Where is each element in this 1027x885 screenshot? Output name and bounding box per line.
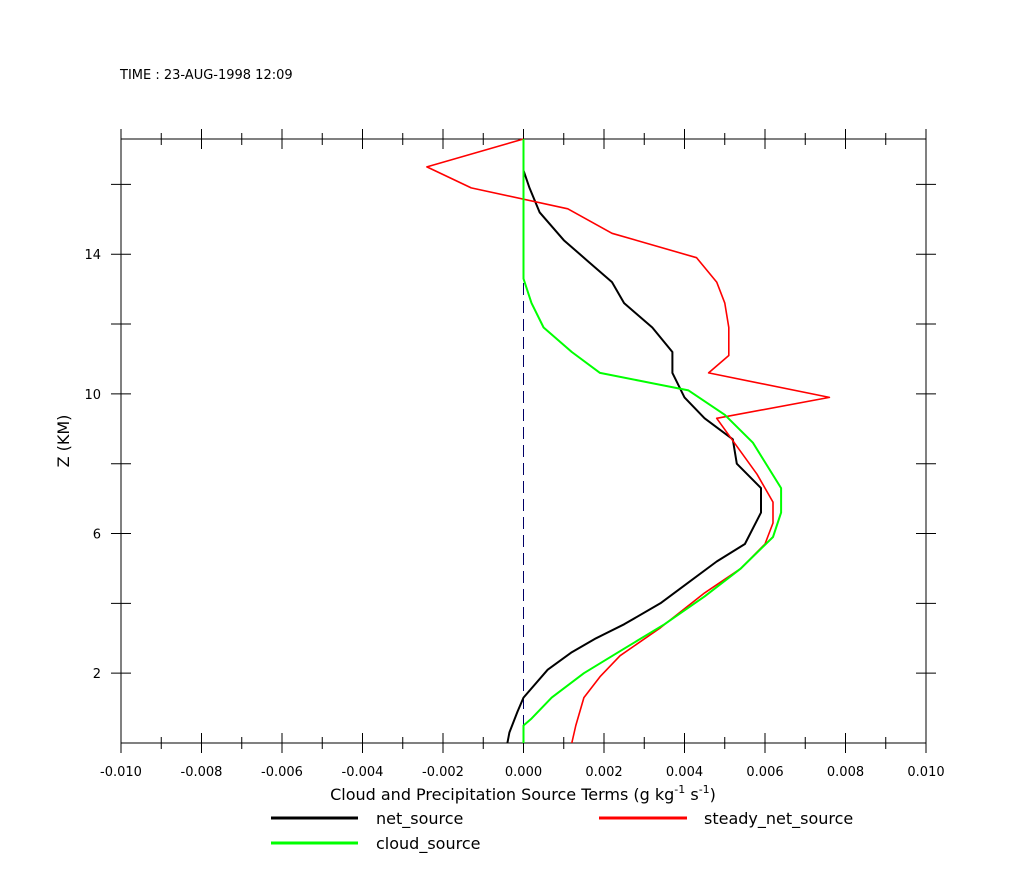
y-tick-label: 14 bbox=[84, 248, 101, 263]
series-line-steady-net-source bbox=[426, 138, 831, 744]
y-tick-label: 2 bbox=[93, 667, 101, 682]
series-line-cloud-source bbox=[522, 139, 783, 743]
legend-item-net-source: net_source bbox=[271, 809, 463, 829]
x-tick-label: 0.008 bbox=[827, 765, 864, 780]
x-tick-label: -0.010 bbox=[100, 765, 142, 780]
x-axis-tick-labels: -0.010 -0.008 -0.006 -0.004 -0.002 0.000 0.002… bbox=[100, 765, 945, 780]
x-tick-label: -0.008 bbox=[181, 765, 223, 780]
y-tick-label: 10 bbox=[84, 388, 101, 403]
x-tick-label: 0.010 bbox=[907, 765, 944, 780]
time-label: TIME : 23-AUG-1998 12:09 bbox=[119, 68, 293, 83]
x-tick-label: 0.000 bbox=[505, 765, 542, 780]
series-layer bbox=[426, 138, 831, 744]
legend: net_source steady_net_source cloud_sourc… bbox=[271, 809, 853, 854]
x-tick-label: -0.002 bbox=[422, 765, 464, 780]
legend-label-cloud-source: cloud_source bbox=[376, 834, 480, 854]
y-axis-tick-labels: 2 6 10 14 bbox=[84, 248, 101, 682]
x-tick-label: -0.006 bbox=[261, 765, 303, 780]
x-axis-title: Cloud and Precipitation Source Terms (g … bbox=[330, 783, 716, 804]
legend-item-cloud-source: cloud_source bbox=[271, 834, 480, 854]
series-line-net-source bbox=[506, 139, 762, 744]
legend-item-steady-net-source: steady_net_source bbox=[599, 809, 853, 829]
y-axis-title: Z (KM) bbox=[54, 415, 73, 468]
x-tick-label: 0.004 bbox=[666, 765, 703, 780]
x-tick-label: -0.004 bbox=[342, 765, 384, 780]
y-tick-label: 6 bbox=[93, 528, 101, 543]
x-tick-label: 0.006 bbox=[746, 765, 783, 780]
x-tick-label: 0.002 bbox=[585, 765, 622, 780]
y-axis-ticks bbox=[111, 183, 936, 674]
legend-label-net-source: net_source bbox=[376, 809, 463, 829]
legend-label-steady-net-source: steady_net_source bbox=[704, 809, 853, 829]
